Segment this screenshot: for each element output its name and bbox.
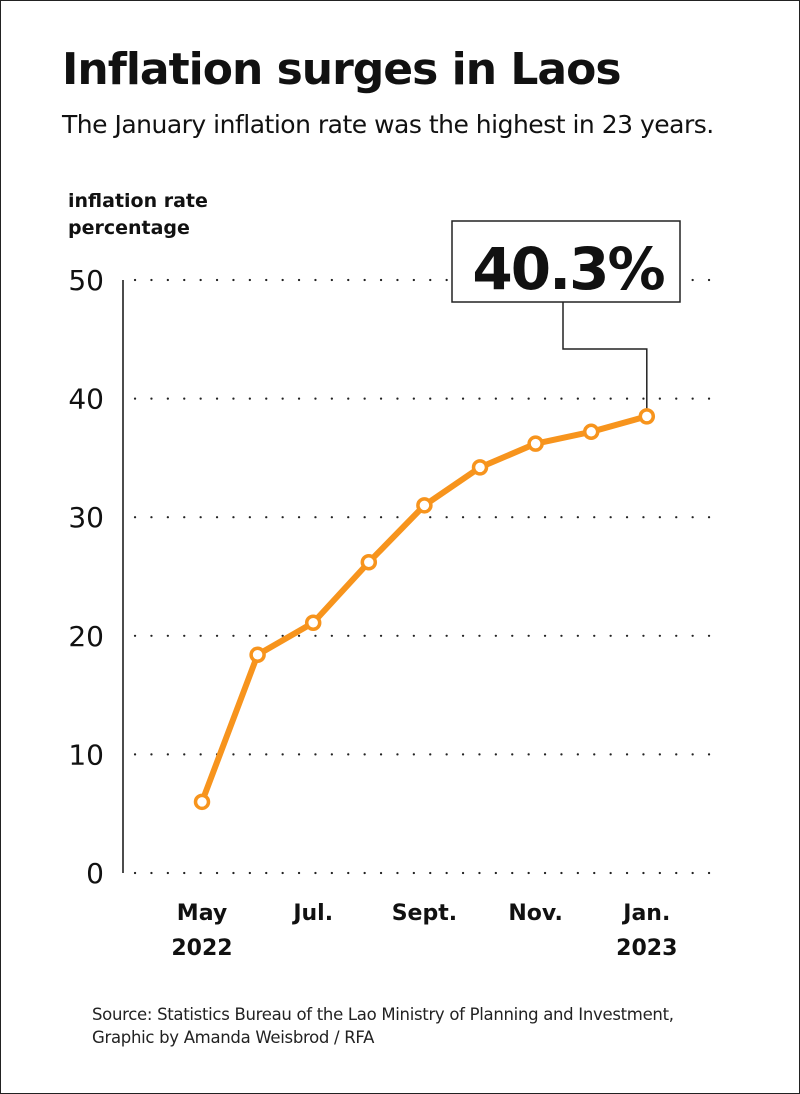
x-tick-label: 2023 bbox=[616, 936, 677, 961]
x-tick-label: Nov. bbox=[508, 901, 562, 926]
x-tick-label: Jan. bbox=[621, 901, 670, 926]
y-axis-label-line-1: inflation rate bbox=[68, 190, 208, 212]
y-tick-labels: 0 10 20 30 40 50 bbox=[68, 264, 104, 890]
y-tick-label: 40 bbox=[68, 383, 104, 416]
data-point-jul-2022 bbox=[304, 614, 322, 632]
y-tick-label: 30 bbox=[68, 501, 104, 534]
chart-subtitle: The January inflation rate was the highe… bbox=[62, 110, 714, 139]
data-point-jan-2023 bbox=[638, 408, 656, 425]
source-line-1: Source: Statistics Bureau of the Lao Min… bbox=[92, 1005, 674, 1024]
x-tick-label: Sept. bbox=[392, 901, 457, 926]
x-tick-label: Jul. bbox=[291, 901, 333, 926]
annotation-callout: 40.3% bbox=[451, 220, 681, 409]
data-point-aug-2022 bbox=[360, 554, 378, 571]
chart-title: Inflation surges in Laos bbox=[62, 44, 622, 95]
callout-box bbox=[451, 220, 681, 303]
data-point-may-2022 bbox=[193, 793, 211, 811]
gridlines bbox=[133, 278, 727, 875]
data-point-dec-2022 bbox=[582, 423, 600, 441]
series-line bbox=[193, 408, 656, 811]
callout-value: 40.3% bbox=[472, 235, 664, 303]
y-tick-label: 0 bbox=[86, 857, 104, 890]
y-tick-label: 50 bbox=[68, 264, 104, 297]
source-note: Source: Statistics Bureau of the Lao Min… bbox=[92, 1003, 674, 1049]
x-tick-label: May bbox=[177, 901, 227, 926]
data-point-nov-2022 bbox=[527, 435, 544, 452]
source-line-2: Graphic by Amanda Weisbrod / RFA bbox=[92, 1028, 375, 1047]
series-path bbox=[199, 413, 650, 805]
x-tick-labels: May 2022 Jul. Sept. Nov. Jan. 2023 bbox=[171, 901, 677, 961]
y-tick-label: 20 bbox=[68, 620, 104, 653]
x-tick-label: 2022 bbox=[171, 936, 232, 961]
y-axis-label-line-2: percentage bbox=[68, 217, 190, 239]
data-point-oct-2022 bbox=[471, 459, 489, 476]
y-axis-label: inflation rate percentage bbox=[68, 188, 208, 242]
data-point-jun-2022 bbox=[249, 646, 266, 664]
data-point-sep-2022 bbox=[416, 497, 433, 514]
y-tick-label: 10 bbox=[68, 738, 104, 771]
callout-leader-line bbox=[562, 302, 648, 409]
